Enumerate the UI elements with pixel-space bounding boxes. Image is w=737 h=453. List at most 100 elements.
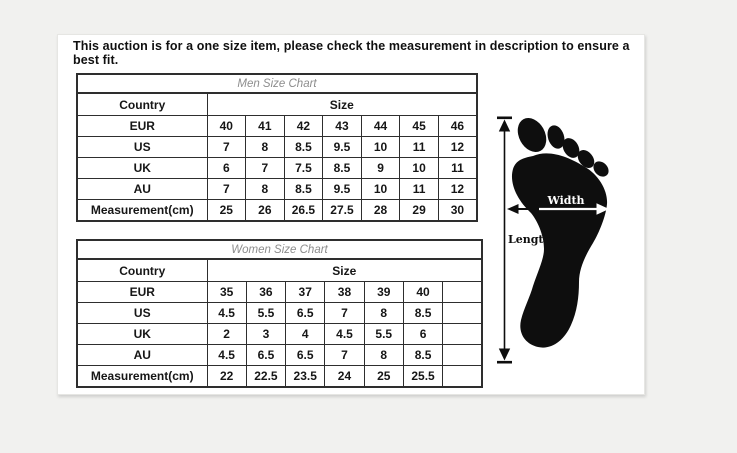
men_chart-size-value: 29 xyxy=(399,199,439,222)
women_chart-size-value: 37 xyxy=(285,281,326,303)
men_chart-size-value: 46 xyxy=(437,115,478,137)
women_chart-size-value: 4.5 xyxy=(206,302,247,324)
men_chart-size-value: 45 xyxy=(399,115,439,137)
men_chart-size-value: 7.5 xyxy=(283,157,324,179)
size-data-row: US 7 8 8.5 9.5 10 11 12 xyxy=(76,136,478,158)
size-data-row: EUR 35 36 37 38 39 40 xyxy=(76,281,483,303)
chart-title-row: Men Size Chart xyxy=(76,73,478,94)
women_chart-size-value xyxy=(442,281,483,303)
length-arrow-icon xyxy=(497,116,512,364)
men_chart-size-value: 44 xyxy=(360,115,401,137)
men_chart-size-value: 8.5 xyxy=(322,157,362,179)
men_chart-size-value: 11 xyxy=(437,157,478,179)
chart-title-row: Women Size Chart xyxy=(76,239,483,260)
size-data-row: UK 6 7 7.5 8.5 9 10 11 xyxy=(76,157,478,179)
men_chart-row-label: AU xyxy=(76,178,208,200)
men_chart-size-value: 8.5 xyxy=(283,136,324,158)
women_chart-title: Women Size Chart xyxy=(76,239,483,260)
size-data-row: UK 2 3 4 4.5 5.5 6 xyxy=(76,323,483,345)
men_chart-country-header: Country xyxy=(76,92,208,116)
men_chart-title: Men Size Chart xyxy=(76,73,478,94)
men_chart-size-value: 6 xyxy=(206,157,247,179)
women_chart-size-value: 36 xyxy=(245,281,287,303)
women_chart-size-value: 23.5 xyxy=(285,365,326,388)
size-data-row: AU 4.5 6.5 6.5 7 8 8.5 xyxy=(76,344,483,366)
size-data-row: AU 7 8 8.5 9.5 10 11 12 xyxy=(76,178,478,200)
big-toe-shape xyxy=(517,117,547,153)
foot-sole-shape xyxy=(511,153,608,348)
women_chart-country-header: Country xyxy=(76,258,208,282)
women_chart-size-value: 8 xyxy=(363,344,404,366)
women-size-chart-table: Women Size Chart Country Size EUR 35 36 37 38 39… xyxy=(76,239,483,388)
women_chart-row-label: Measurement(cm) xyxy=(76,365,208,388)
women_chart-row-label: EUR xyxy=(76,281,208,303)
women_chart-size-value: 7 xyxy=(324,302,365,324)
men_chart-size-value: 27.5 xyxy=(322,199,362,222)
chart-header-row: Country Size xyxy=(76,258,483,282)
men_chart-size-value: 10 xyxy=(360,136,401,158)
men_chart-size-value: 43 xyxy=(322,115,362,137)
size-data-row: Measurement(cm) 22 22.5 23.5 24 25 25.5 xyxy=(76,365,483,388)
men_chart-size-header: Size xyxy=(206,92,478,116)
women_chart-size-value: 38 xyxy=(324,281,365,303)
men_chart-size-value: 25 xyxy=(206,199,247,222)
men_chart-size-value: 7 xyxy=(245,157,285,179)
men_chart-size-value: 9.5 xyxy=(322,178,362,200)
size-data-row: EUR 40 41 42 43 44 45 46 xyxy=(76,115,478,137)
men_chart-row-label: Measurement(cm) xyxy=(76,199,208,222)
foot-silhouette xyxy=(511,117,609,348)
women_chart-size-value: 25 xyxy=(363,365,404,388)
men_chart-size-value: 7 xyxy=(206,178,247,200)
men_chart-row-label: UK xyxy=(76,157,208,179)
women_chart-size-value: 6.5 xyxy=(245,344,287,366)
fourth-toe-shape xyxy=(577,150,595,168)
men_chart-size-value: 11 xyxy=(399,136,439,158)
men_chart-size-value: 8 xyxy=(245,178,285,200)
foot-measurement-diagram: Width Length xyxy=(497,116,609,364)
men_chart-row-label: US xyxy=(76,136,208,158)
men_chart-size-value: 7 xyxy=(206,136,247,158)
second-toe-shape xyxy=(547,125,565,149)
men_chart-size-value: 28 xyxy=(360,199,401,222)
men_chart-size-value: 26.5 xyxy=(283,199,324,222)
men_chart-size-value: 30 xyxy=(437,199,478,222)
women_chart-size-value: 35 xyxy=(206,281,247,303)
men_chart-size-value: 12 xyxy=(437,136,478,158)
women_chart-size-value: 22.5 xyxy=(245,365,287,388)
women_chart-size-value: 5.5 xyxy=(245,302,287,324)
little-toe-shape xyxy=(593,161,609,177)
women_chart-size-value: 6.5 xyxy=(285,344,326,366)
third-toe-shape xyxy=(562,138,580,158)
women_chart-size-header: Size xyxy=(206,258,483,282)
women_chart-size-value: 40 xyxy=(402,281,444,303)
women_chart-size-value: 8.5 xyxy=(402,344,444,366)
women_chart-size-value: 39 xyxy=(363,281,404,303)
women_chart-size-value xyxy=(442,323,483,345)
women_chart-size-value: 6.5 xyxy=(285,302,326,324)
size-data-row: US 4.5 5.5 6.5 7 8 8.5 xyxy=(76,302,483,324)
men_chart-size-value: 8 xyxy=(245,136,285,158)
women_chart-size-value: 24 xyxy=(324,365,365,388)
women_chart-size-value xyxy=(442,365,483,388)
width-arrow-icon xyxy=(507,203,609,215)
auction-notice-text: This auction is for a one size item, ple… xyxy=(73,39,630,67)
women_chart-size-value xyxy=(442,302,483,324)
women_chart-size-value: 5.5 xyxy=(363,323,404,345)
size-data-row: Measurement(cm) 25 26 26.5 27.5 28 29 30 xyxy=(76,199,478,222)
men_chart-row-label: EUR xyxy=(76,115,208,137)
men_chart-size-value: 41 xyxy=(245,115,285,137)
width-label: Width xyxy=(546,194,584,207)
women_chart-size-value: 22 xyxy=(206,365,247,388)
women_chart-size-value: 25.5 xyxy=(402,365,444,388)
men_chart-size-value: 9 xyxy=(360,157,401,179)
men_chart-size-value: 11 xyxy=(399,178,439,200)
women_chart-size-value: 4.5 xyxy=(206,344,247,366)
women_chart-size-value xyxy=(442,344,483,366)
women_chart-row-label: AU xyxy=(76,344,208,366)
men_chart-size-value: 10 xyxy=(399,157,439,179)
men_chart-size-value: 10 xyxy=(360,178,401,200)
men_chart-size-value: 8.5 xyxy=(283,178,324,200)
women_chart-size-value: 4 xyxy=(285,323,326,345)
women_chart-row-label: UK xyxy=(76,323,208,345)
